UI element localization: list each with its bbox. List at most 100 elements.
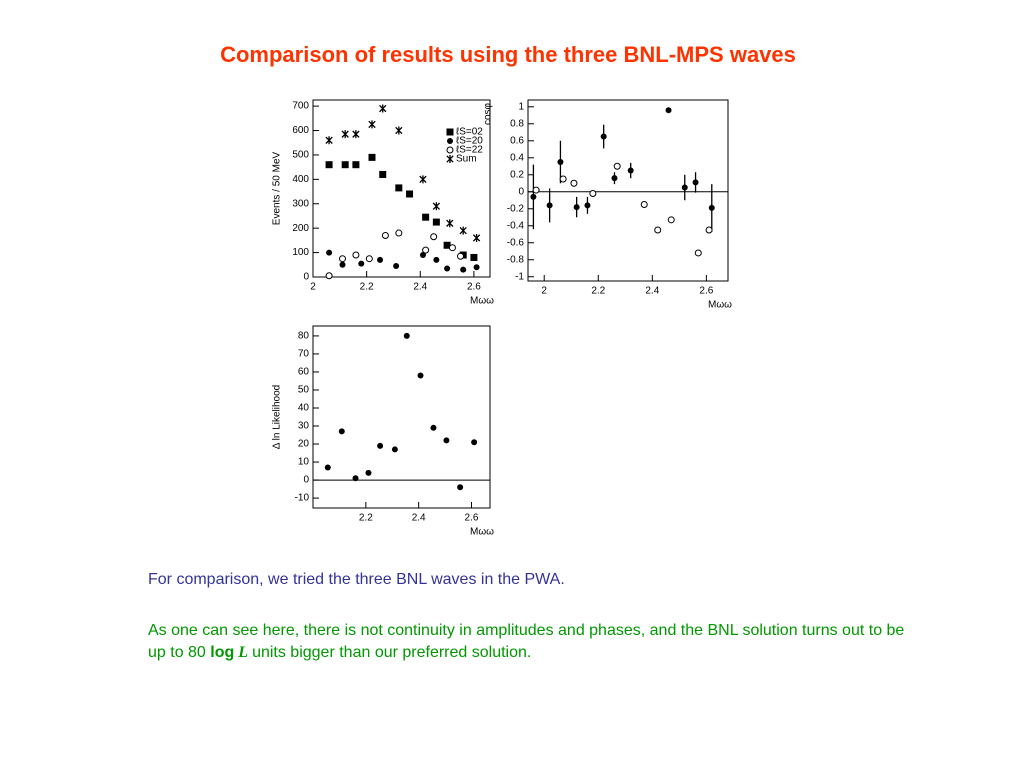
marker bbox=[377, 256, 384, 263]
legend-label: ℓS=22 bbox=[456, 145, 483, 156]
marker bbox=[365, 469, 372, 476]
y-tick-label: 0 bbox=[518, 186, 524, 197]
marker bbox=[692, 179, 699, 186]
marker bbox=[339, 261, 346, 268]
y-tick-label: -10 bbox=[295, 493, 310, 504]
marker bbox=[460, 266, 467, 273]
marker bbox=[446, 219, 454, 228]
paragraph: For comparison, we tried the three BNL w… bbox=[148, 571, 565, 588]
marker bbox=[470, 253, 478, 261]
marker bbox=[546, 202, 553, 209]
marker bbox=[430, 424, 437, 431]
marker bbox=[391, 446, 398, 453]
marker bbox=[457, 484, 464, 491]
marker bbox=[530, 193, 537, 200]
y-axis-label: Δ ln Likelihood bbox=[272, 385, 283, 450]
y-tick-label: 400 bbox=[292, 174, 309, 185]
marker bbox=[573, 204, 580, 211]
marker bbox=[395, 126, 403, 135]
x-tick-label: 2 bbox=[310, 282, 316, 293]
marker bbox=[589, 189, 597, 197]
y-tick-label: 300 bbox=[292, 198, 309, 209]
x-tick-label: 2.6 bbox=[467, 282, 481, 293]
marker bbox=[613, 162, 621, 170]
y-tick-label: -0.4 bbox=[507, 220, 525, 231]
x-axis-label: Mωω bbox=[470, 296, 494, 307]
symbol: L bbox=[238, 644, 249, 661]
slide-title: Comparison of results using the three BN… bbox=[220, 42, 796, 67]
marker bbox=[422, 246, 430, 254]
x-axis-label: Mωω bbox=[470, 527, 494, 538]
marker bbox=[368, 153, 376, 161]
y-tick-label: 10 bbox=[298, 457, 310, 468]
marker bbox=[570, 179, 578, 187]
legend-marker bbox=[446, 128, 454, 136]
marker bbox=[352, 475, 359, 482]
x-tick-label: 2.2 bbox=[591, 286, 605, 297]
marker bbox=[665, 107, 672, 114]
marker bbox=[448, 244, 456, 252]
x-tick-label: 2.6 bbox=[699, 286, 713, 297]
y-tick-label: 70 bbox=[298, 349, 310, 360]
marker bbox=[379, 170, 387, 178]
x-tick-label: 2 bbox=[541, 286, 547, 297]
y-tick-label: -0.8 bbox=[507, 254, 525, 265]
y-tick-label: 0 bbox=[303, 272, 309, 283]
y-tick-label: 600 bbox=[292, 125, 309, 136]
marker bbox=[358, 260, 365, 267]
marker bbox=[339, 255, 346, 263]
marker bbox=[352, 251, 360, 259]
marker bbox=[611, 175, 618, 182]
y-tick-label: 100 bbox=[292, 247, 309, 258]
marker bbox=[640, 201, 648, 209]
x-tick-label: 2.4 bbox=[412, 513, 426, 524]
marker bbox=[694, 249, 702, 257]
x-tick-label: 2.4 bbox=[645, 286, 659, 297]
marker bbox=[341, 130, 349, 139]
y-tick-label: 200 bbox=[292, 223, 309, 234]
marker bbox=[325, 136, 333, 145]
marker bbox=[430, 233, 438, 241]
y-tick-label: 0 bbox=[303, 475, 309, 486]
x-tick-label: 2.2 bbox=[359, 513, 373, 524]
marker bbox=[444, 265, 451, 272]
legend-marker bbox=[446, 146, 454, 154]
y-tick-label: 0.2 bbox=[510, 169, 524, 180]
marker bbox=[600, 133, 607, 140]
y-tick-label: 0.4 bbox=[510, 152, 524, 163]
plot-frame bbox=[527, 99, 729, 282]
marker bbox=[654, 226, 662, 234]
x-tick-label: 2.2 bbox=[360, 282, 374, 293]
text: As one can see here, there is not contin… bbox=[148, 622, 905, 661]
marker bbox=[432, 202, 441, 211]
y-tick-label: 60 bbox=[298, 367, 310, 378]
plot-frame bbox=[312, 99, 491, 278]
y-tick-label: 50 bbox=[298, 385, 310, 396]
marker bbox=[705, 226, 713, 234]
marker bbox=[395, 229, 403, 237]
marker bbox=[338, 428, 345, 435]
x-tick-label: 2.4 bbox=[413, 282, 427, 293]
marker bbox=[457, 252, 464, 260]
marker bbox=[419, 175, 427, 184]
marker bbox=[559, 175, 567, 183]
legend-marker bbox=[447, 138, 453, 144]
marker bbox=[557, 159, 564, 166]
y-tick-label: -0.2 bbox=[507, 203, 525, 214]
marker bbox=[395, 184, 403, 192]
marker bbox=[443, 437, 450, 444]
marker bbox=[473, 264, 480, 271]
marker bbox=[417, 372, 424, 379]
y-tick-label: 20 bbox=[298, 439, 310, 450]
marker bbox=[532, 186, 540, 194]
y-tick-label: 40 bbox=[298, 403, 310, 414]
legend-marker bbox=[446, 155, 454, 163]
legend-label: ℓS=02 bbox=[456, 127, 483, 138]
y-tick-label: -0.6 bbox=[507, 237, 525, 248]
x-tick-label: 2.6 bbox=[465, 513, 479, 524]
marker bbox=[379, 104, 387, 113]
marker bbox=[681, 184, 688, 191]
y-tick-label: 700 bbox=[292, 101, 309, 112]
